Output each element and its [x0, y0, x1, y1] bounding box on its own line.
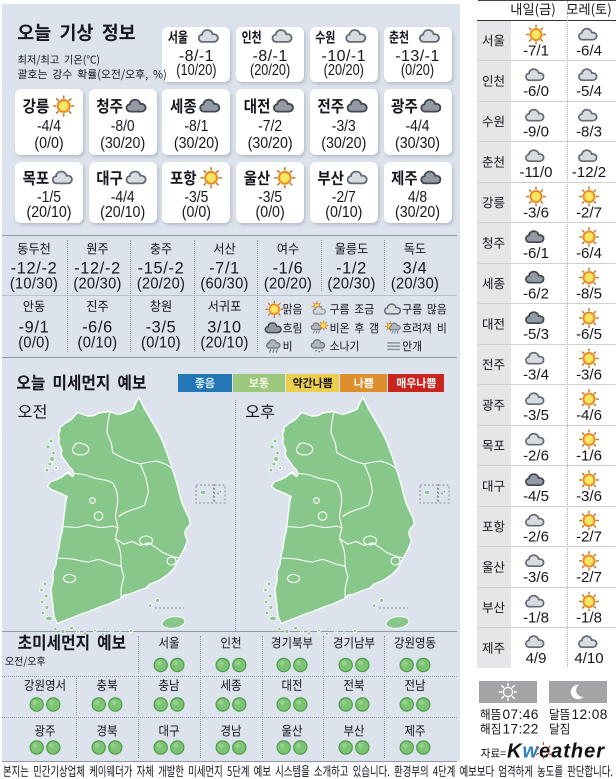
svg-text:-6/5: -6/5 [576, 326, 602, 343]
svg-text:-4/4: -4/4 [111, 189, 135, 206]
svg-text:-2/7: -2/7 [576, 205, 602, 222]
svg-text:-7/1: -7/1 [523, 43, 549, 60]
svg-text:-3/4: -3/4 [523, 367, 549, 384]
svg-text:-1/5: -1/5 [37, 189, 61, 206]
svg-text:-2/6: -2/6 [523, 448, 549, 465]
svg-text:-3/6: -3/6 [576, 367, 602, 384]
svg-text:-6/4: -6/4 [576, 43, 602, 60]
svg-text:-4/4: -4/4 [37, 118, 61, 135]
svg-text:-4/6: -4/6 [576, 407, 602, 424]
svg-text:-3/5: -3/5 [146, 319, 177, 337]
svg-text:-4/4: -4/4 [406, 118, 430, 135]
svg-text:-6/2: -6/2 [523, 286, 549, 303]
svg-text:-3/6: -3/6 [576, 488, 602, 505]
svg-text:-6/0: -6/0 [523, 83, 549, 100]
svg-text:-1/8: -1/8 [523, 610, 549, 627]
svg-text:-8/0: -8/0 [111, 118, 135, 135]
svg-text:-9/1: -9/1 [19, 319, 50, 337]
svg-text:(20/20): (20/20) [264, 275, 312, 292]
svg-text:-5/3: -5/3 [523, 326, 549, 343]
svg-text:-5/4: -5/4 [576, 83, 602, 100]
svg-text:-2/7: -2/7 [576, 569, 602, 586]
svg-text:(0/0): (0/0) [255, 203, 284, 221]
svg-text:(60/30): (60/30) [200, 275, 248, 292]
svg-text:-12/-2: -12/-2 [11, 260, 58, 278]
svg-text:(0/0): (0/0) [34, 135, 63, 153]
svg-text:(20/30): (20/30) [391, 275, 439, 292]
svg-text:(0/10): (0/10) [141, 334, 181, 351]
svg-text:-7/2: -7/2 [258, 118, 282, 135]
svg-text:-8/3: -8/3 [576, 124, 602, 141]
svg-text:-6/6: -6/6 [82, 319, 113, 337]
svg-text:4/9: 4/9 [526, 650, 547, 667]
svg-text:-10/-1: -10/-1 [322, 48, 367, 65]
svg-text:-8/1: -8/1 [184, 118, 208, 135]
svg-text:-3/5: -3/5 [523, 407, 549, 424]
svg-text:4/8: 4/8 [408, 189, 427, 206]
svg-text:(20/30): (20/30) [327, 275, 375, 292]
svg-text:-6/4: -6/4 [576, 245, 602, 262]
svg-text:(20/20): (20/20) [137, 275, 185, 292]
svg-text:3/4: 3/4 [403, 260, 428, 278]
svg-text:-15/-2: -15/-2 [138, 260, 185, 278]
svg-text:-3/6: -3/6 [523, 569, 549, 586]
svg-text:Kweather: Kweather [507, 741, 605, 763]
svg-text:(0/0): (0/0) [18, 334, 49, 351]
svg-text:-2/7: -2/7 [332, 189, 356, 206]
svg-text:-13/-1: -13/-1 [395, 48, 440, 65]
svg-text:(10/20): (10/20) [176, 62, 216, 79]
svg-text:-3/5: -3/5 [184, 189, 208, 206]
svg-text:-3/5: -3/5 [258, 189, 282, 206]
svg-text:-2/6: -2/6 [523, 529, 549, 546]
svg-text:-8/-1: -8/-1 [253, 48, 288, 65]
svg-text:(30/20): (30/20) [395, 203, 440, 221]
svg-text:(20/10): (20/10) [100, 203, 145, 221]
svg-text:(30/20): (30/20) [321, 135, 366, 153]
svg-text:12:08: 12:08 [572, 707, 608, 722]
svg-text:-12/-2: -12/-2 [74, 260, 121, 278]
svg-text:(0/10): (0/10) [78, 334, 118, 351]
svg-text:(20/10): (20/10) [26, 203, 71, 221]
svg-text:(0/10): (0/10) [325, 203, 362, 221]
svg-text:(0/0): (0/0) [182, 203, 211, 221]
svg-text:(0/20): (0/20) [401, 62, 434, 79]
svg-text:-11/0: -11/0 [519, 164, 552, 181]
svg-text:-1/6: -1/6 [273, 260, 304, 278]
svg-text:(30/30): (30/30) [395, 135, 440, 153]
svg-text:(20/20): (20/20) [250, 62, 290, 79]
svg-text:-3/6: -3/6 [523, 205, 549, 222]
svg-text:-9/0: -9/0 [523, 124, 549, 141]
svg-text:(30/20): (30/20) [174, 135, 219, 153]
svg-text:-7/1: -7/1 [209, 260, 240, 278]
svg-text:-1/6: -1/6 [576, 448, 602, 465]
svg-text:-8/5: -8/5 [576, 286, 602, 303]
svg-text:3/10: 3/10 [207, 319, 242, 337]
svg-text:(30/20): (30/20) [248, 135, 293, 153]
svg-text:-12/2: -12/2 [572, 164, 606, 181]
svg-text:-8/-1: -8/-1 [179, 48, 214, 65]
svg-text:07:46: 07:46 [503, 707, 539, 722]
svg-text:(20/10): (20/10) [200, 334, 248, 351]
svg-text:(20/20): (20/20) [324, 62, 364, 79]
svg-text:4/10: 4/10 [574, 650, 603, 667]
svg-text:-1/8: -1/8 [576, 610, 602, 627]
svg-text:-3/3: -3/3 [332, 118, 356, 135]
svg-text:17:22: 17:22 [503, 722, 539, 737]
svg-text:-6/1: -6/1 [523, 245, 549, 262]
svg-text:-4/5: -4/5 [523, 488, 549, 505]
svg-text:-2/7: -2/7 [576, 529, 602, 546]
svg-text:-1/2: -1/2 [336, 260, 367, 278]
svg-text:(30/20): (30/20) [100, 135, 145, 153]
svg-text:(10/30): (10/30) [10, 275, 58, 292]
svg-text:(20/30): (20/30) [73, 275, 121, 292]
